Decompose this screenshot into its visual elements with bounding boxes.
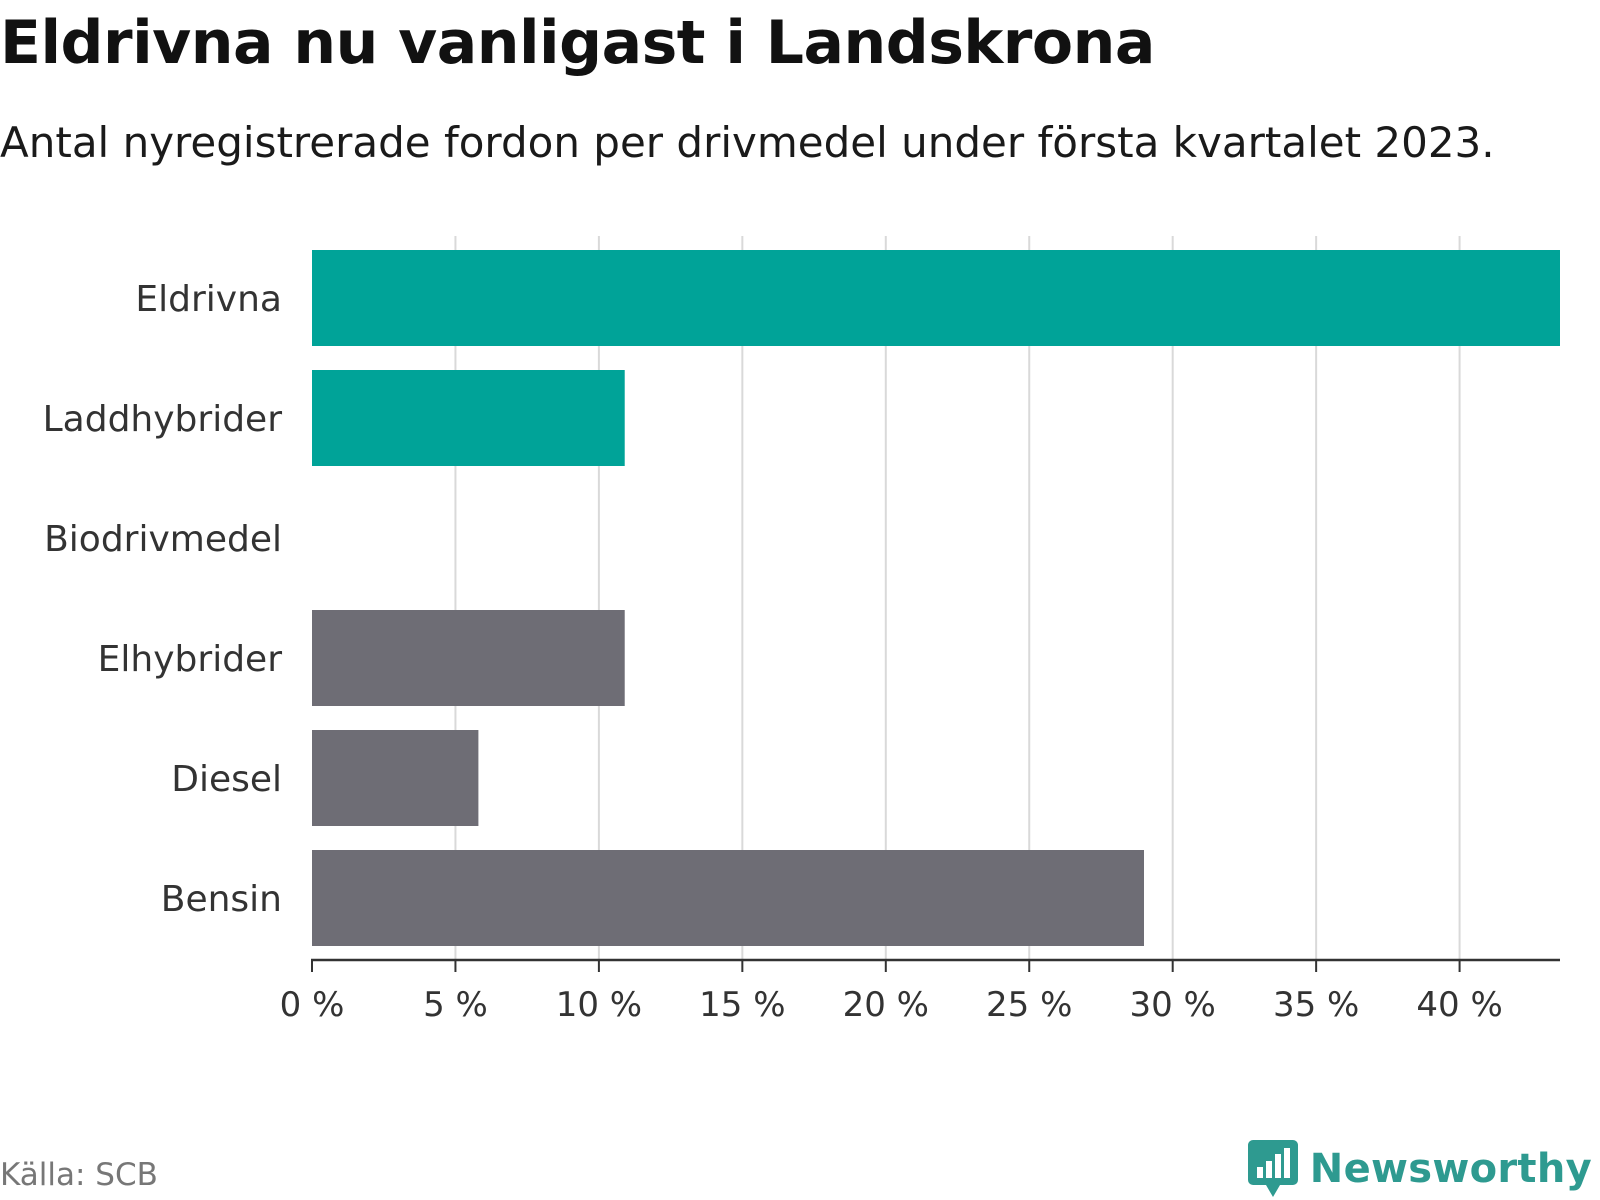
category-label: Eldrivna xyxy=(135,279,282,320)
category-labels: Eldrivna Laddhybrider Biodrivmedel Elhybrid… xyxy=(43,279,283,920)
brand-name: Newsworthy xyxy=(1309,1146,1592,1192)
category-label: Diesel xyxy=(171,759,282,800)
bar-diesel xyxy=(312,730,479,826)
x-axis: 0 % 5 % 10 % 15 % 20 % 25 % 30 % 35 % 40 % xyxy=(280,958,1560,1025)
chart-subtitle: Antal nyregistrerade fordon per drivmede… xyxy=(0,118,1495,167)
x-tick-label: 30 % xyxy=(1129,985,1215,1025)
category-label: Elhybrider xyxy=(98,639,283,680)
x-tick-label: 25 % xyxy=(986,985,1072,1025)
bar-laddhybrider xyxy=(312,370,625,466)
x-tick-label: 0 % xyxy=(280,985,345,1025)
bar-chart: Eldrivna Laddhybrider Biodrivmedel Elhybrid… xyxy=(43,236,1560,1025)
bars xyxy=(312,250,1560,946)
category-label: Laddhybrider xyxy=(43,399,283,440)
x-tick-label: 20 % xyxy=(843,985,929,1025)
brand-logo: Newsworthy xyxy=(1247,1140,1592,1198)
bar-elhybrider xyxy=(312,610,625,706)
newsworthy-logo-icon xyxy=(1247,1140,1298,1197)
x-tick-label: 35 % xyxy=(1273,985,1359,1025)
gridlines xyxy=(454,236,1461,960)
bar-bensin xyxy=(312,850,1144,946)
x-tick-label: 5 % xyxy=(423,985,488,1025)
x-tick-label: 10 % xyxy=(556,985,642,1025)
category-label: Bensin xyxy=(161,879,282,920)
chart-title: Eldrivna nu vanligast i Landskrona xyxy=(0,8,1155,78)
source-note: Källa: SCB xyxy=(0,1157,158,1193)
x-tick-label: 40 % xyxy=(1416,985,1502,1025)
x-tick-label: 15 % xyxy=(699,985,785,1025)
category-label: Biodrivmedel xyxy=(44,519,282,560)
bar-eldrivna xyxy=(312,250,1560,346)
